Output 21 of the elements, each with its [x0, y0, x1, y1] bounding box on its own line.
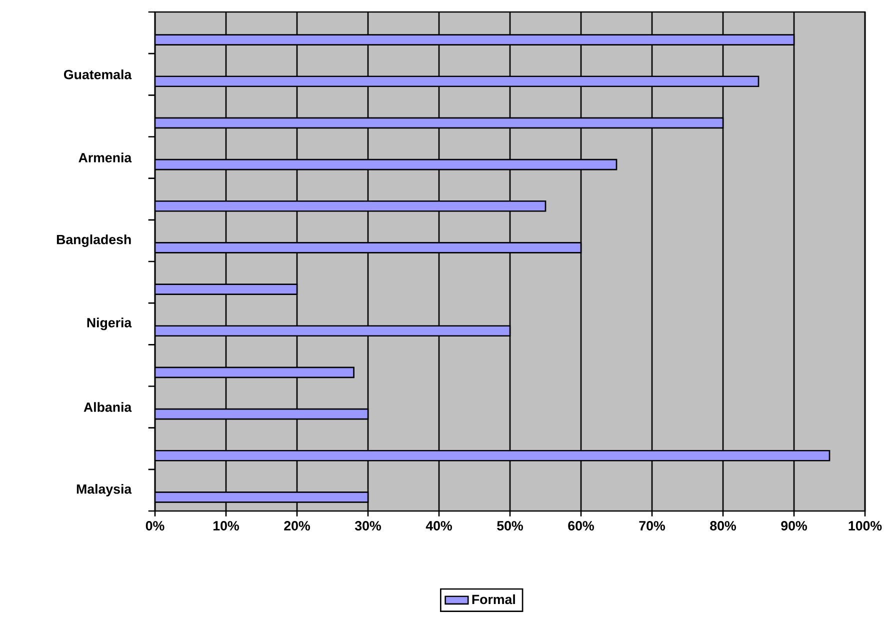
- y-tick-label: Armenia: [78, 152, 132, 162]
- y-tick-label: Albania: [84, 402, 132, 412]
- x-tick-label: 50%: [497, 521, 523, 530]
- y-tick-label: Malaysia: [76, 484, 132, 496]
- x-tick-label: 90%: [781, 521, 807, 530]
- bar: [155, 117, 724, 129]
- x-tick-label: 80%: [710, 521, 736, 530]
- x-tick-label: 10%: [213, 521, 239, 530]
- x-tick-label: 70%: [639, 521, 665, 530]
- y-tick-label: Guatemala: [64, 69, 132, 80]
- legend-label: Formal: [472, 594, 515, 604]
- y-tick-label: Nigeria: [87, 318, 132, 330]
- x-tick-label: 40%: [426, 521, 452, 530]
- x-tick-label: 0%: [146, 521, 164, 530]
- x-tick-label: 60%: [568, 521, 594, 530]
- x-tick-label: 100%: [848, 521, 882, 530]
- bar: [155, 158, 618, 170]
- bar: [155, 408, 369, 420]
- x-tick-label: 30%: [354, 521, 381, 531]
- x-tick-label: 20%: [284, 521, 310, 530]
- y-tick-label: Bangladesh: [56, 234, 131, 247]
